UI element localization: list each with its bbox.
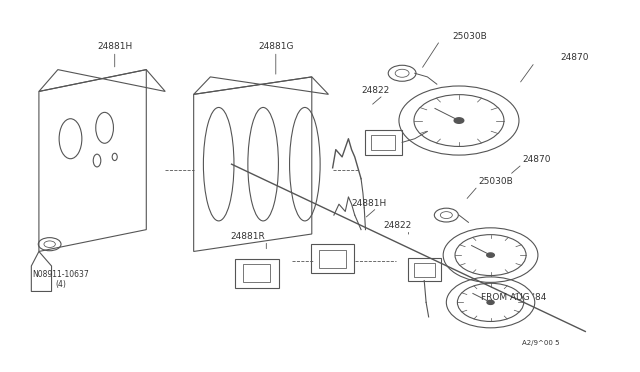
Text: FROM AUG '84: FROM AUG '84	[481, 294, 547, 302]
Text: 24881H: 24881H	[97, 42, 132, 51]
Text: 25030B: 25030B	[478, 177, 513, 186]
Text: A2/9^00 5: A2/9^00 5	[522, 340, 559, 346]
Text: 24881H: 24881H	[351, 199, 387, 208]
Text: 24881R: 24881R	[230, 231, 265, 241]
Text: 24870: 24870	[560, 53, 589, 62]
Text: 24822: 24822	[361, 86, 389, 95]
Text: 24870: 24870	[522, 155, 550, 164]
Circle shape	[454, 118, 464, 123]
Text: 24881G: 24881G	[258, 42, 294, 51]
Text: 25030B: 25030B	[452, 32, 488, 41]
Circle shape	[487, 300, 494, 304]
Circle shape	[487, 253, 494, 257]
Text: 24822: 24822	[383, 221, 412, 230]
Text: N08911-10637
(4): N08911-10637 (4)	[33, 270, 90, 289]
